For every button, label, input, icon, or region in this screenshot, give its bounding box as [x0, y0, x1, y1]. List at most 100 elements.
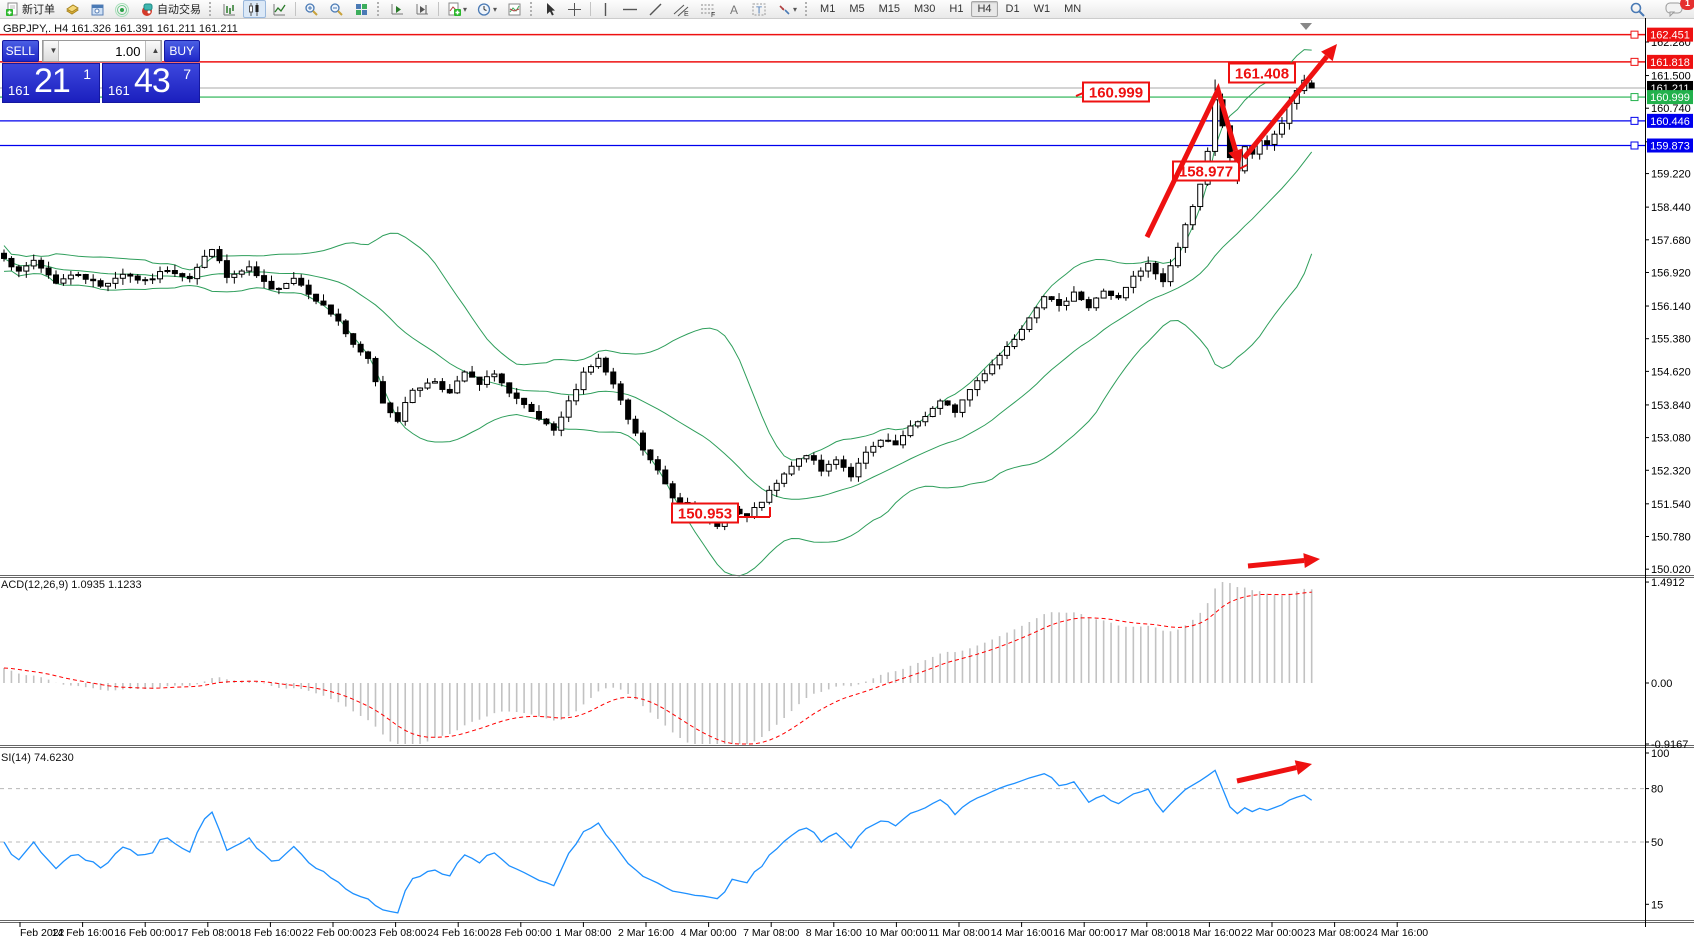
autotrading-icon	[142, 3, 153, 16]
time-label: 4 Mar 00:00	[681, 927, 737, 939]
timeframe-M1[interactable]: M1	[820, 3, 836, 15]
trend-arrow-1[interactable]	[1144, 83, 1243, 239]
templates-button[interactable]	[503, 0, 526, 18]
horizontal-line-button[interactable]	[618, 0, 642, 18]
timeframe-H4[interactable]: H4	[971, 1, 998, 17]
line-chart-button[interactable]	[268, 0, 291, 18]
time-label: 28 Feb 00:00	[490, 927, 552, 939]
indicators-caret-icon: ▾	[463, 4, 468, 14]
buy-button[interactable]: BUY	[163, 40, 200, 62]
crosshair-button[interactable]	[563, 0, 586, 18]
search-button[interactable]	[1625, 0, 1650, 18]
buy-price-display[interactable]: 161 43 7	[102, 62, 200, 103]
svg-text:157.680: 157.680	[1651, 235, 1691, 247]
price-badge-160.999[interactable]	[1647, 90, 1693, 105]
chart-annotations[interactable]: 160.999 161.408 158.977 150.953	[671, 44, 1337, 784]
fibonacci-button[interactable]: F	[696, 0, 721, 18]
trend-arrow-2[interactable]	[1242, 44, 1337, 160]
sell-price-display[interactable]: 161 21 1	[2, 62, 100, 103]
sell-price-pips: 21	[34, 62, 71, 100]
svg-text:160.999: 160.999	[1650, 92, 1690, 104]
arrows-button[interactable]: ▾	[773, 0, 801, 18]
trendline-button[interactable]	[644, 0, 667, 18]
equidistant-channel-button[interactable]: E	[669, 0, 694, 18]
annotation-box-150.953[interactable]	[671, 502, 739, 524]
svg-text:F: F	[711, 12, 715, 17]
market-watch-icon	[91, 4, 104, 15]
notifications-button[interactable]: 1	[1661, 0, 1694, 18]
text-label-button[interactable]: T	[747, 0, 771, 18]
new-order-button[interactable]: 新订单	[1, 0, 59, 18]
annotation-box-158.977[interactable]	[1172, 160, 1240, 182]
search-icon	[1630, 2, 1645, 17]
auto-scroll-button[interactable]	[386, 0, 409, 18]
volume-input[interactable]	[58, 41, 145, 61]
sell-button[interactable]: SELL	[2, 40, 39, 62]
templates-icon	[508, 3, 521, 15]
candlestick-chart-button[interactable]	[243, 0, 266, 18]
toolbar-drag-handle[interactable]	[805, 2, 810, 16]
timeframe-toolbar: M1 M5 M15 M30 H1 H4 D1 W1 MN	[813, 1, 1088, 17]
tile-windows-button[interactable]	[350, 0, 373, 18]
zoom-in-button[interactable]	[300, 0, 323, 18]
volume-increase-button[interactable]: ▲	[144, 41, 161, 61]
price-badge-162.451[interactable]	[1647, 27, 1693, 42]
time-label: 1 Mar 08:00	[555, 927, 611, 939]
svg-text:80: 80	[1651, 784, 1663, 796]
volume-decrease-button[interactable]: ▼	[42, 41, 59, 61]
rsi-arrow[interactable]	[1236, 760, 1312, 784]
price-badge-160.446[interactable]	[1647, 113, 1693, 128]
autotrading-button[interactable]: 自动交易	[136, 0, 205, 18]
timeframe-H1[interactable]: H1	[949, 3, 964, 15]
timeframe-D1[interactable]: D1	[1005, 3, 1020, 15]
arrows-caret-icon: ▾	[793, 4, 798, 14]
svg-text:154.620: 154.620	[1651, 366, 1691, 378]
price-scale[interactable]: 162.280161.500160.740159.960159.220158.4…	[1645, 18, 1694, 576]
market-watch-button[interactable]	[86, 0, 109, 18]
bollinger-lower-band	[3, 253, 1313, 577]
time-label: 16 Mar 00:00	[1053, 927, 1115, 939]
svg-text:15: 15	[1651, 899, 1663, 911]
timeframe-W1[interactable]: W1	[1033, 3, 1051, 15]
text-button[interactable]: A	[723, 0, 745, 18]
annotation-box-160.999[interactable]	[1082, 81, 1150, 103]
price-badge-159.873[interactable]	[1647, 138, 1693, 153]
zoom-out-button[interactable]	[325, 0, 348, 18]
chart-shift-marker[interactable]	[1300, 23, 1312, 30]
price-level-lines[interactable]	[0, 33, 1645, 147]
svg-text:153.840: 153.840	[1651, 400, 1691, 412]
periods-button[interactable]: ▾	[473, 0, 501, 18]
cursor-button[interactable]	[539, 0, 561, 18]
volume-stepper: ▼ ▲	[41, 40, 162, 62]
price-badges[interactable]: 162.451161.818161.211160.999160.446159.8…	[1630, 27, 1693, 153]
svg-text:162.451: 162.451	[1650, 30, 1690, 42]
svg-text:161.500: 161.500	[1651, 71, 1691, 83]
macd-histogram	[3, 582, 1313, 744]
signals-button[interactable]	[111, 0, 134, 18]
toolbar-drag-handle[interactable]	[377, 2, 382, 16]
timeframe-M15[interactable]: M15	[878, 3, 901, 15]
time-label: 22 Mar 00:00	[1241, 927, 1303, 939]
chart-shift-button[interactable]	[411, 0, 434, 18]
price-badge-161.818[interactable]	[1647, 54, 1693, 69]
toolbar-drag-handle[interactable]	[209, 2, 214, 16]
timeframe-M5[interactable]: M5	[849, 3, 865, 15]
macd-scale[interactable]: 1.4912 0.00 -0.9167	[1645, 577, 1688, 751]
timeframe-MN[interactable]: MN	[1064, 3, 1082, 15]
toolbar-drag-handle[interactable]	[530, 2, 535, 16]
timeframe-M30[interactable]: M30	[914, 3, 936, 15]
vertical-line-button[interactable]	[595, 0, 616, 18]
bar-chart-button[interactable]	[218, 0, 241, 18]
time-label: 22 Feb 00:00	[302, 927, 364, 939]
annotation-box-161.408[interactable]	[1228, 62, 1296, 84]
zoom-in-icon	[305, 2, 318, 16]
rsi-scale[interactable]: 100 80 50 15	[1645, 748, 1669, 911]
svg-text:1.4912: 1.4912	[1651, 577, 1685, 589]
macd-arrow[interactable]	[1247, 553, 1320, 569]
indicators-button[interactable]: ▾	[443, 0, 471, 18]
navigator-button[interactable]	[61, 0, 84, 18]
periods-caret-icon: ▾	[493, 4, 498, 14]
time-label: 23 Mar 08:00	[1304, 927, 1366, 939]
